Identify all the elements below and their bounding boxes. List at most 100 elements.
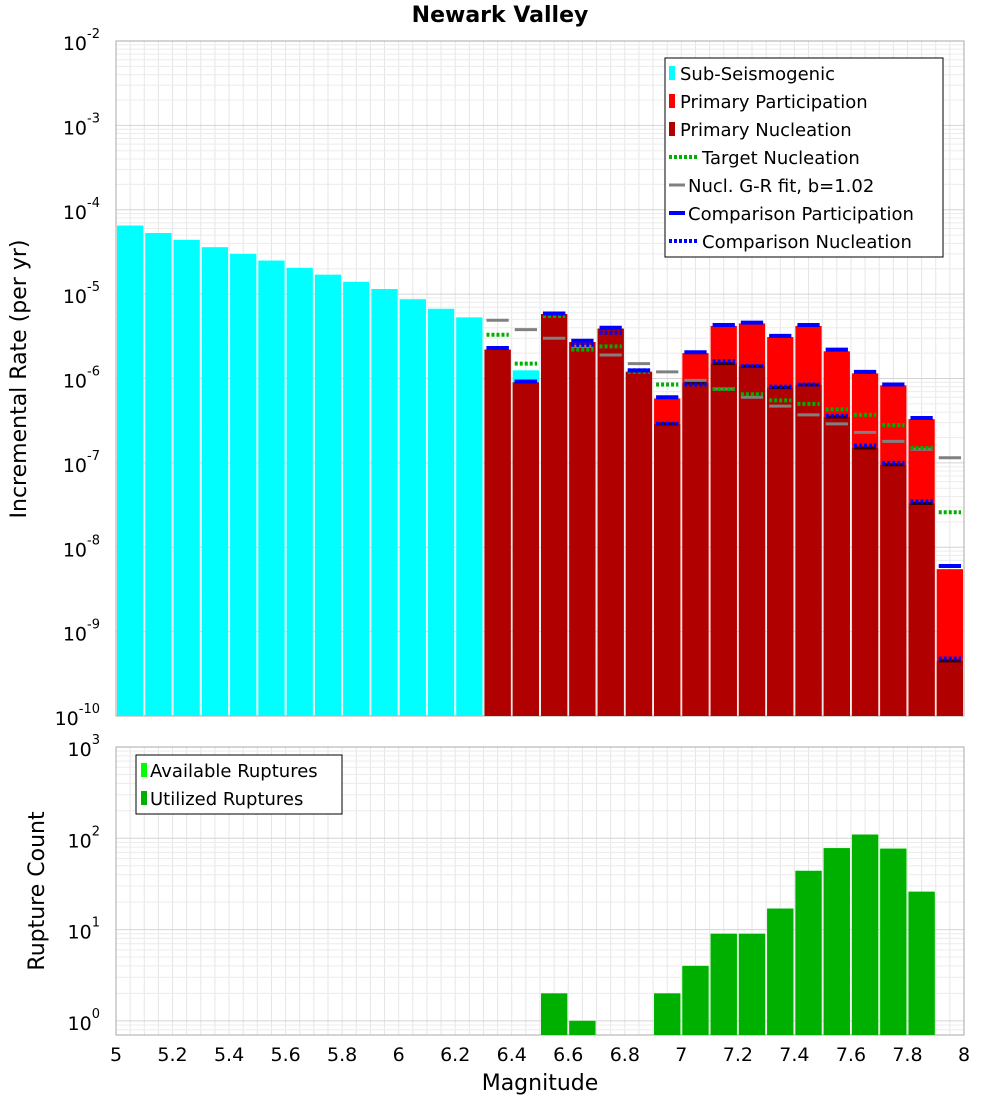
utilized-ruptures-bar bbox=[569, 1020, 596, 1035]
bottom-legend-label: Utilized Ruptures bbox=[150, 789, 303, 810]
top-bars bbox=[117, 225, 963, 716]
top-y-tick-label: 10-5 bbox=[63, 280, 100, 308]
sub-seismogenic-bar bbox=[286, 267, 313, 716]
primary-nucleation-bar bbox=[738, 366, 766, 716]
primary-nucleation-bar bbox=[795, 384, 822, 716]
primary-nucleation-bar bbox=[908, 503, 935, 716]
top-y-tick-label: 10-6 bbox=[63, 365, 100, 393]
top-y-tick-label: 10-4 bbox=[63, 196, 100, 224]
top-y-tick-label: 10-9 bbox=[63, 618, 100, 646]
bottom-y-axis-label: Rupture Count bbox=[25, 811, 50, 971]
x-tick-label: 5.2 bbox=[157, 1044, 187, 1066]
top-y-tick-label: 10-8 bbox=[63, 533, 100, 561]
top-plot-frame bbox=[115, 40, 965, 717]
x-tick-label: 7.6 bbox=[836, 1044, 866, 1066]
top-y-tick-label: 10-3 bbox=[63, 111, 100, 139]
bottom-y-tick-label: 103 bbox=[68, 733, 100, 761]
utilized-ruptures-bar bbox=[880, 848, 907, 1035]
primary-nucleation-bar bbox=[625, 371, 653, 716]
sub-seismogenic-bar bbox=[343, 281, 370, 716]
bottom-bars bbox=[541, 834, 935, 1035]
x-tick-label: 6.6 bbox=[553, 1044, 583, 1066]
legend-swatch-icon bbox=[141, 763, 147, 777]
bottom-y-tick-label: 101 bbox=[68, 916, 100, 944]
bottom-y-tick-label: 102 bbox=[68, 824, 100, 852]
top-legend-label: Nucl. G-R fit, b=1.02 bbox=[688, 176, 874, 197]
bottom-legend: Available Ruptures Utilized Ruptures bbox=[135, 754, 343, 815]
top-legend: Sub-Seismogenic Primary Participation Prim… bbox=[664, 57, 944, 258]
primary-nucleation-bar bbox=[484, 349, 511, 716]
utilized-ruptures-bar bbox=[738, 933, 766, 1035]
primary-nucleation-bar bbox=[851, 448, 879, 716]
bottom-y-tick-label: 100 bbox=[68, 1007, 100, 1035]
bottom-legend-box bbox=[135, 754, 343, 815]
sub-seismogenic-bar bbox=[117, 225, 144, 716]
utilized-ruptures-bar bbox=[795, 870, 822, 1035]
legend-swatch-icon bbox=[669, 66, 675, 80]
chart-title: Newark Valley bbox=[412, 3, 589, 28]
top-y-tick-label: 10-2 bbox=[63, 27, 100, 55]
legend-swatch-icon bbox=[141, 791, 147, 805]
top-legend-label: Primary Nucleation bbox=[680, 120, 852, 141]
x-tick-label: 6 bbox=[393, 1044, 405, 1066]
bottom-plot-frame bbox=[115, 746, 965, 1036]
primary-nucleation-bar bbox=[880, 464, 907, 716]
legend-swatch-icon bbox=[669, 94, 675, 108]
primary-nucleation-bar bbox=[710, 363, 737, 716]
primary-nucleation-bar bbox=[936, 660, 963, 716]
x-tick-label: 7 bbox=[675, 1044, 687, 1066]
top-legend-label: Primary Participation bbox=[680, 92, 868, 113]
utilized-ruptures-bar bbox=[908, 891, 935, 1035]
sub-seismogenic-bar bbox=[230, 253, 257, 716]
utilized-ruptures-bar bbox=[710, 933, 737, 1035]
x-tick-label: 5.4 bbox=[214, 1044, 244, 1066]
primary-nucleation-bar bbox=[767, 387, 794, 716]
sub-seismogenic-bar bbox=[427, 308, 455, 716]
top-markers bbox=[486, 311, 961, 661]
x-tick-label: 7.4 bbox=[779, 1044, 809, 1066]
x-tick-label: 5.8 bbox=[327, 1044, 357, 1066]
x-axis-label: Magnitude bbox=[482, 1071, 599, 1096]
sub-seismogenic-bar bbox=[258, 260, 285, 716]
utilized-ruptures-bar bbox=[851, 834, 879, 1035]
sub-seismogenic-bar bbox=[314, 274, 342, 716]
utilized-ruptures-bar bbox=[654, 993, 681, 1035]
x-tick-label: 8 bbox=[958, 1044, 970, 1066]
sub-seismogenic-bar bbox=[456, 317, 483, 716]
top-y-axis-label: Incremental Rate (per yr) bbox=[7, 240, 32, 519]
utilized-ruptures-bar bbox=[682, 965, 709, 1035]
primary-nucleation-bar bbox=[682, 383, 709, 716]
sub-seismogenic-bar bbox=[173, 239, 200, 716]
utilized-ruptures-bar bbox=[823, 848, 850, 1035]
x-tick-label: 5.6 bbox=[270, 1044, 300, 1066]
primary-nucleation-bar bbox=[569, 342, 596, 716]
x-tick-label: 6.4 bbox=[497, 1044, 527, 1066]
x-tick-label: 7.2 bbox=[723, 1044, 753, 1066]
primary-nucleation-bar bbox=[654, 423, 681, 716]
x-tick-label: 6.2 bbox=[440, 1044, 470, 1066]
primary-nucleation-bar bbox=[823, 416, 850, 716]
sub-seismogenic-bar bbox=[371, 289, 398, 716]
top-legend-label: Comparison Nucleation bbox=[702, 232, 912, 253]
utilized-ruptures-bar bbox=[767, 908, 794, 1035]
x-tick-label: 7.8 bbox=[892, 1044, 922, 1066]
top-legend-label: Sub-Seismogenic bbox=[680, 64, 835, 85]
sub-seismogenic-bar bbox=[201, 247, 229, 716]
sub-seismogenic-bar bbox=[399, 299, 426, 716]
top-legend-label: Target Nucleation bbox=[701, 148, 860, 169]
x-tick-label: 6.8 bbox=[610, 1044, 640, 1066]
primary-nucleation-bar bbox=[541, 314, 568, 716]
top-legend-box bbox=[664, 57, 944, 258]
primary-nucleation-bar bbox=[597, 328, 624, 716]
x-tick-label: 5 bbox=[110, 1044, 122, 1066]
legend-swatch-icon bbox=[669, 122, 675, 136]
top-y-tick-label: 10-7 bbox=[63, 449, 100, 477]
bottom-grid bbox=[115, 747, 965, 1036]
primary-nucleation-bar bbox=[512, 382, 539, 716]
top-grid bbox=[115, 41, 965, 717]
sub-seismogenic-bar bbox=[145, 233, 172, 716]
bottom-legend-label: Available Ruptures bbox=[150, 761, 318, 782]
top-y-tick-label: 10-10 bbox=[55, 702, 100, 730]
